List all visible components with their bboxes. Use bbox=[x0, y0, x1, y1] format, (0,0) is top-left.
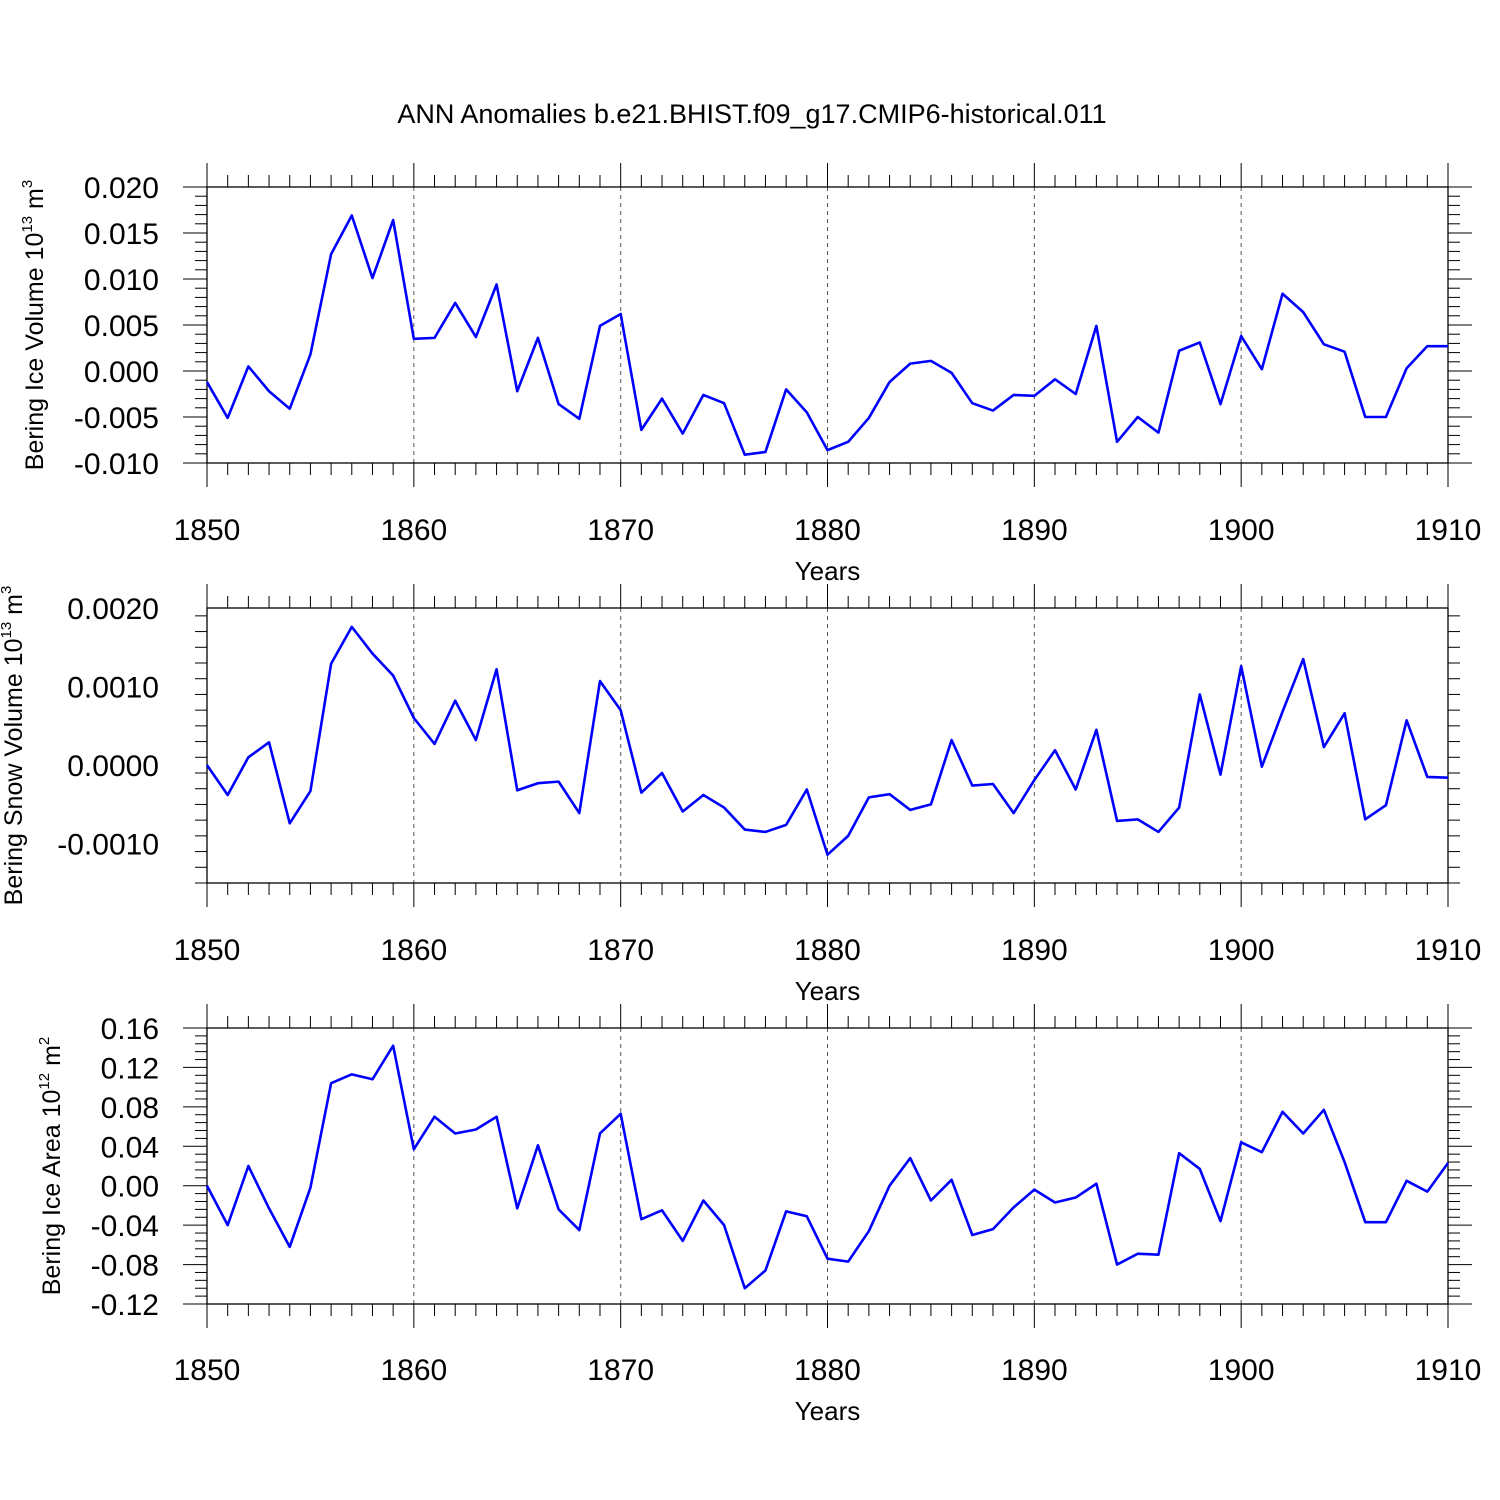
y-tick-label: 0.0000 bbox=[67, 750, 159, 783]
y-tick-label: -0.04 bbox=[91, 1210, 159, 1243]
x-tick-label: 1850 bbox=[174, 1354, 241, 1387]
x-tick-label: 1900 bbox=[1208, 1354, 1275, 1387]
y-axis-title-exponent: 12 bbox=[36, 1073, 53, 1090]
x-tick-label: 1900 bbox=[1208, 934, 1275, 967]
x-tick-label: 1870 bbox=[587, 514, 654, 547]
y-axis-title-text: Bering Ice Volume 10 bbox=[21, 233, 49, 471]
x-axis-title: Years bbox=[795, 976, 861, 1006]
y-axis-title-exponent: 13 bbox=[19, 216, 36, 233]
y-tick-label: 0.00 bbox=[101, 1171, 159, 1204]
y-tick-label: 0.015 bbox=[84, 218, 159, 251]
y-tick-label: 0.000 bbox=[84, 356, 159, 389]
series-line bbox=[205, 625, 1449, 857]
y-tick-label: -0.12 bbox=[91, 1289, 159, 1322]
series-line bbox=[205, 1044, 1450, 1290]
y-axis-title-unit-exponent: 3 bbox=[19, 180, 36, 188]
x-tick-label: 1890 bbox=[1001, 514, 1068, 547]
x-tick-label: 1910 bbox=[1415, 934, 1482, 967]
x-axis-title: Years bbox=[795, 1396, 861, 1426]
x-axis-title: Years bbox=[795, 556, 861, 586]
x-tick-label: 1890 bbox=[1001, 934, 1068, 967]
y-tick-label: 0.020 bbox=[84, 172, 159, 205]
y-axis-title-exponent: 13 bbox=[0, 622, 15, 639]
panel-3: -0.12 -0.08 -0.04 0.00 0.04 0.08 0.12 0.16 1850 1… bbox=[36, 1004, 1481, 1426]
y-tick-label: 0.0020 bbox=[67, 593, 159, 626]
x-tick-label: 1880 bbox=[794, 934, 861, 967]
panel-1: -0.010 -0.005 0.000 0.005 0.010 0.015 0.020 185… bbox=[19, 163, 1481, 586]
panel-2: -0.0010 0.0000 0.0010 0.0020 1850 1860 1870 188… bbox=[0, 584, 1481, 1006]
y-axis-title: Bering Snow Volume 1013 m3 bbox=[0, 586, 28, 906]
y-tick-label: 0.0010 bbox=[67, 672, 159, 705]
x-tick-label: 1910 bbox=[1415, 514, 1482, 547]
x-tick-label: 1850 bbox=[174, 934, 241, 967]
y-axis-title: Bering Ice Area 1012 m2 bbox=[36, 1037, 66, 1296]
x-tick-label: 1870 bbox=[587, 1354, 654, 1387]
y-tick-label: -0.005 bbox=[74, 402, 159, 435]
y-axis-title-unit: m bbox=[38, 1045, 66, 1073]
x-tick-label: 1860 bbox=[380, 934, 447, 967]
x-tick-label: 1860 bbox=[380, 514, 447, 547]
figure-title: ANN Anomalies b.e21.BHIST.f09_g17.CMIP6-… bbox=[397, 99, 1106, 129]
x-tick-label: 1880 bbox=[794, 514, 861, 547]
y-tick-label: 0.12 bbox=[101, 1052, 159, 1085]
x-tick-label: 1900 bbox=[1208, 514, 1275, 547]
y-tick-label: 0.16 bbox=[101, 1013, 159, 1046]
y-axis-title-text: Bering Ice Area 10 bbox=[38, 1090, 66, 1296]
y-tick-label: -0.0010 bbox=[57, 829, 159, 862]
y-axis-title-unit-exponent: 3 bbox=[0, 586, 15, 594]
y-tick-label: 0.08 bbox=[101, 1092, 159, 1125]
x-tick-label: 1880 bbox=[794, 1354, 861, 1387]
y-axis-title-unit: m bbox=[21, 188, 49, 216]
y-tick-label: 0.005 bbox=[84, 310, 159, 343]
y-tick-label: 0.04 bbox=[101, 1131, 159, 1164]
x-tick-label: 1890 bbox=[1001, 1354, 1068, 1387]
y-axis-title-unit-exponent: 2 bbox=[36, 1037, 53, 1045]
y-tick-label: -0.010 bbox=[74, 448, 159, 481]
x-tick-label: 1910 bbox=[1415, 1354, 1482, 1387]
y-axis-title: Bering Ice Volume 1013 m3 bbox=[19, 180, 49, 470]
x-tick-label: 1860 bbox=[380, 1354, 447, 1387]
panels: -0.010 -0.005 0.000 0.005 0.010 0.015 0.020 185… bbox=[0, 163, 1481, 1426]
x-tick-label: 1870 bbox=[587, 934, 654, 967]
y-axis-title-unit: m bbox=[0, 594, 28, 622]
series-line bbox=[205, 214, 1448, 457]
y-tick-label: 0.010 bbox=[84, 264, 159, 297]
y-tick-label: -0.08 bbox=[91, 1250, 159, 1283]
x-tick-label: 1850 bbox=[174, 514, 241, 547]
y-axis-title-text: Bering Snow Volume 10 bbox=[0, 638, 28, 905]
